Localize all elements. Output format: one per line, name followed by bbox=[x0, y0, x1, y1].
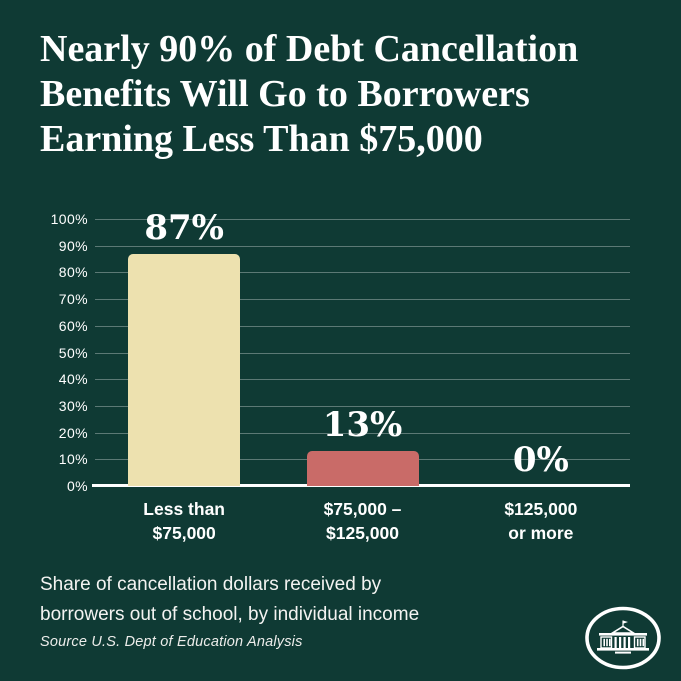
white-house-logo-icon bbox=[585, 606, 661, 670]
gridline bbox=[95, 245, 630, 247]
page-title: Nearly 90% of Debt Cancellation Benefits… bbox=[40, 27, 650, 162]
source-note: Source U.S. Dept of Education Analysis bbox=[40, 634, 303, 650]
page-title-line: Benefits Will Go to Borrowers bbox=[40, 73, 530, 115]
page-title-line: Earning Less Than $75,000 bbox=[40, 118, 483, 160]
gridline bbox=[95, 432, 630, 434]
bar-0 bbox=[128, 253, 241, 486]
bar-1 bbox=[306, 451, 419, 486]
chart-caption-line: borrowers out of school, by individual i… bbox=[40, 604, 420, 625]
y-axis-tick-label: 30% bbox=[58, 397, 88, 414]
x-axis-category-label: $75,000 – $125,000 bbox=[323, 499, 402, 543]
y-axis-tick-label: 0% bbox=[66, 478, 88, 494]
y-axis-tick-label: 80% bbox=[58, 264, 88, 281]
bar-value-label: 0% bbox=[512, 440, 569, 480]
bar-value-label: 87% bbox=[144, 207, 224, 248]
page-title-line: Nearly 90% of Debt Cancellation bbox=[40, 28, 579, 70]
plot-area: 87% 13% 0% bbox=[92, 208, 630, 487]
gridline bbox=[95, 352, 630, 354]
y-axis-tick-label: 100% bbox=[50, 211, 88, 227]
y-axis-tick-label: 50% bbox=[58, 344, 88, 361]
chart-caption: Share of cancellation dollars received b… bbox=[40, 570, 419, 630]
y-axis-tick-label: 60% bbox=[58, 317, 88, 334]
gridline bbox=[95, 325, 630, 327]
y-axis-tick-label: 40% bbox=[58, 371, 88, 388]
gridline bbox=[95, 405, 630, 407]
y-axis-tick-label: 70% bbox=[58, 291, 88, 308]
x-axis-category-label: Less than $75,000 bbox=[143, 499, 225, 543]
y-axis: 0% 10% 20% 30% 40% 50% 60% 70% 80% 90% 100% bbox=[30, 211, 88, 494]
y-axis-tick-label: 10% bbox=[58, 451, 88, 468]
y-axis-tick-label: 20% bbox=[58, 424, 88, 441]
chart-caption-line: Share of cancellation dollars received b… bbox=[40, 574, 382, 595]
gridline bbox=[95, 379, 630, 381]
y-axis-tick-label: 90% bbox=[58, 237, 88, 254]
gridline bbox=[95, 272, 630, 274]
gridline bbox=[95, 219, 630, 220]
bar-value-label: 13% bbox=[322, 405, 403, 446]
x-axis-category-label: $125,000 or more bbox=[504, 499, 578, 543]
gridline bbox=[95, 299, 630, 301]
